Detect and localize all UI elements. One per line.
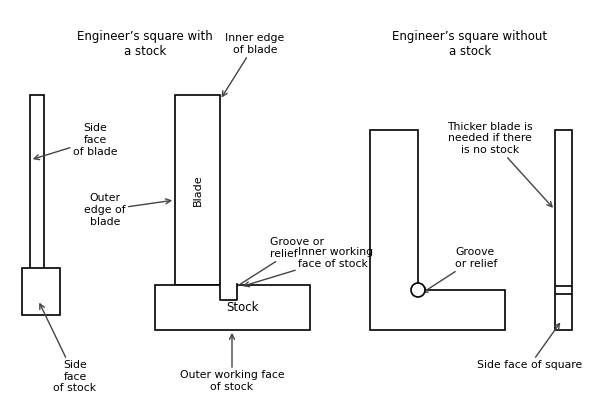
Text: Thicker blade is
needed if there
is no stock: Thicker blade is needed if there is no s… — [447, 122, 552, 207]
Text: Side
face
of blade: Side face of blade — [34, 123, 117, 160]
Bar — [175, 95, 220, 285]
Circle shape — [411, 283, 425, 297]
Text: Inner edge
of blade: Inner edge of blade — [223, 33, 284, 96]
Text: Side face of square: Side face of square — [478, 324, 583, 370]
Text: Outer working face
of stock: Outer working face of stock — [179, 334, 284, 392]
Text: Stock: Stock — [226, 301, 259, 314]
Bar — [30, 95, 44, 270]
Bar — [220, 284, 237, 300]
Text: Inner working
face of stock: Inner working face of stock — [244, 247, 373, 287]
Bar — [155, 285, 310, 330]
Text: Engineer’s square without
a stock: Engineer’s square without a stock — [392, 30, 548, 58]
Polygon shape — [370, 130, 505, 330]
Text: Outer
edge of
blade: Outer edge of blade — [84, 194, 171, 226]
Text: Blade: Blade — [193, 174, 203, 206]
Bar — [22, 268, 60, 315]
Text: Groove or
relief: Groove or relief — [232, 237, 324, 290]
Text: Engineer’s square with
a stock: Engineer’s square with a stock — [77, 30, 213, 58]
Text: Side
face
of stock: Side face of stock — [40, 304, 97, 393]
Bar — [555, 130, 572, 330]
Text: Groove
or relief: Groove or relief — [422, 247, 497, 293]
